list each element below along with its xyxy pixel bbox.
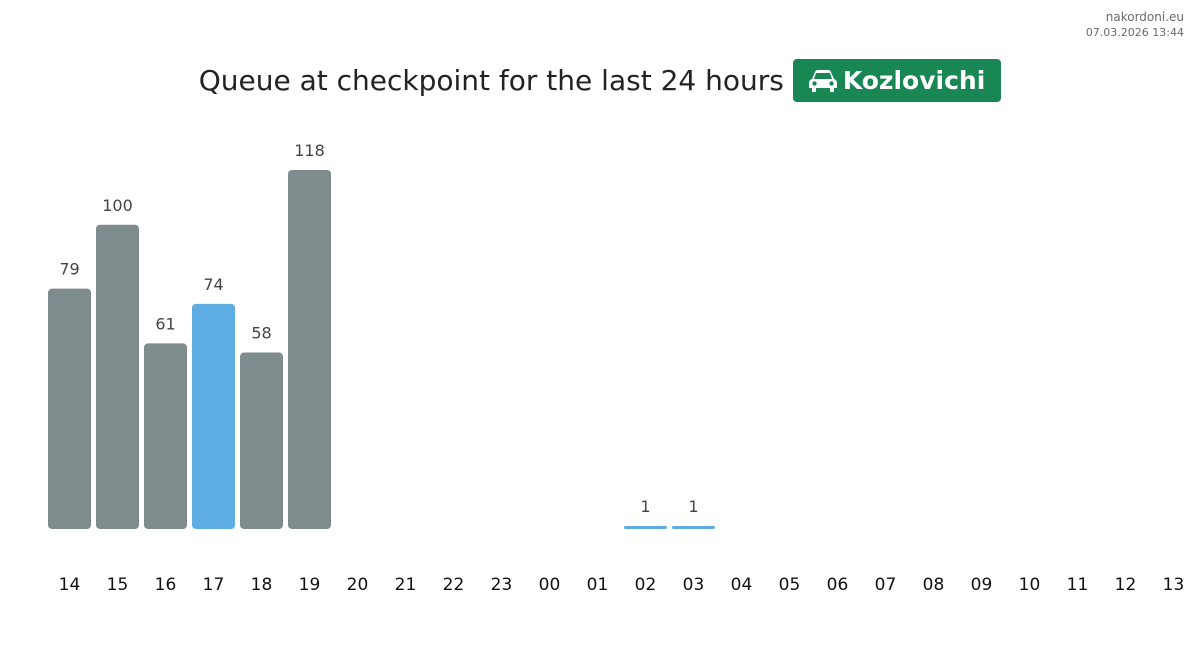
x-tick-label-08: 08 [923,575,945,595]
bar-value-label-03: 1 [688,497,698,516]
bar-16[interactable] [144,343,187,529]
x-tick-label-02: 02 [635,575,657,595]
bar-value-label-19: 118 [294,141,325,160]
x-tick-label-21: 21 [395,575,417,595]
bar-17[interactable] [192,303,235,529]
bar-19[interactable] [288,170,331,529]
car-icon [808,69,837,92]
timestamp: 07.03.2026 13:44 [1085,26,1184,39]
x-tick-label-03: 03 [683,575,705,595]
x-tick-label-00: 00 [539,575,561,595]
bar-02[interactable] [624,525,667,529]
bar-value-label-14: 79 [59,260,79,279]
title-text: Queue at checkpoint for the last 24 hour… [198,64,784,97]
x-tick-label-18: 18 [251,575,273,595]
x-tick-label-13: 13 [1163,575,1185,595]
bar-03[interactable] [672,525,715,529]
x-tick-label-17: 17 [203,575,225,595]
bar-value-label-02: 1 [640,497,650,516]
x-tick-label-12: 12 [1115,575,1137,595]
x-tick-label-19: 19 [299,575,321,595]
bar-15[interactable] [96,224,139,530]
x-tick-label-10: 10 [1019,575,1041,595]
x-tick-label-14: 14 [59,575,81,595]
bar-value-label-16: 61 [155,314,175,333]
x-tick-label-15: 15 [107,575,129,595]
bar-value-label-18: 58 [251,324,271,343]
x-tick-label-16: 16 [155,575,177,595]
x-tick-label-20: 20 [347,575,369,595]
site-name[interactable]: nakordoni.eu [1105,10,1184,24]
bar-18[interactable] [240,352,283,529]
bar-value-label-15: 100 [102,196,133,215]
x-tick-label-09: 09 [971,575,993,595]
x-tick-label-11: 11 [1067,575,1089,595]
checkpoint-badge[interactable]: Kozlovichi [792,59,1002,102]
x-tick-label-06: 06 [827,575,849,595]
chart-title: Queue at checkpoint for the last 24 hour… [0,59,1200,102]
bar-14[interactable] [48,288,91,529]
checkpoint-name: Kozlovichi [842,66,986,95]
x-tick-label-23: 23 [491,575,513,595]
x-tick-label-04: 04 [731,575,753,595]
x-tick-label-07: 07 [875,575,897,595]
x-tick-label-22: 22 [443,575,465,595]
x-tick-label-05: 05 [779,575,801,595]
x-tick-label-01: 01 [587,575,609,595]
bar-value-label-17: 74 [203,275,223,294]
